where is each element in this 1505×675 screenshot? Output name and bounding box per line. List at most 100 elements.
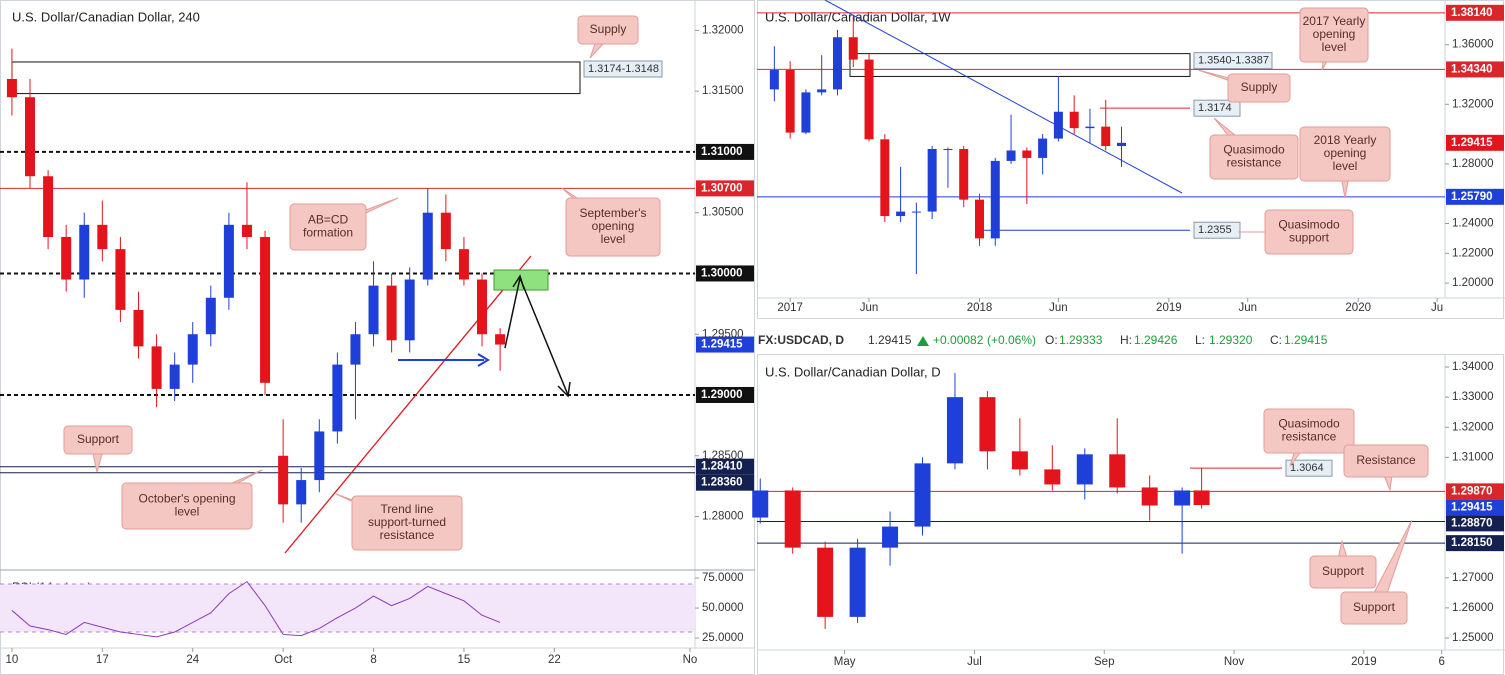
candle-body [1193,490,1210,506]
callout [1263,408,1355,454]
candle-body [801,92,811,133]
candle-body [1109,454,1126,488]
price-label-box [696,265,754,282]
y-tick-label: 1.28000 [1452,158,1494,170]
y-tick-label: 1.32000 [702,24,744,36]
price-label-box [696,180,754,197]
y-tick-label: 1.33000 [1452,391,1494,403]
y-tick-label: 75.0000 [702,572,744,584]
y-tick-label: 1.28500 [702,450,744,462]
candle-body [169,364,180,389]
price-label-box [696,386,754,403]
callout [63,425,133,455]
candle-body [25,97,36,177]
arrow-head [477,353,490,367]
x-tick-label: 2019 [1351,656,1377,668]
candle-body [880,139,890,217]
x-tick-label: 2019 [1156,302,1182,314]
candle-body [832,37,842,90]
price-label: 1.28360 [701,477,743,489]
y-tick-label: 1.25000 [1452,632,1494,644]
x-tick-label: Jun [1238,302,1257,314]
candle-body [296,480,307,505]
price-label: 1.30000 [701,267,743,279]
price-label-box [696,336,754,353]
candle-body [1174,490,1191,506]
callout [1299,126,1391,182]
price-label-box [1446,4,1504,21]
x-tick-label: Jun [1049,302,1068,314]
ohlc-label: H: [1120,333,1132,347]
callout-text: Support [1322,564,1365,578]
callout-text: September's [580,206,647,220]
callout-text: Quasimodo [1278,218,1340,232]
candle-body [896,211,906,217]
x-tick-label: 22 [548,654,561,666]
candle-body [1022,150,1032,158]
change: +0.00082 [933,333,984,347]
candle-body [332,364,343,432]
x-tick-label: Jun [860,302,879,314]
candle-body [927,149,937,212]
candle-body [752,490,769,518]
price-label-box [1446,188,1504,205]
callout-text: opening [1324,146,1367,160]
callout-text: Resistance [1356,453,1416,467]
level-label: 1.2355 [1198,224,1232,236]
y-tick-label: 1.27000 [1452,572,1494,584]
callout [1309,555,1377,589]
price-label: 1.31000 [701,146,743,158]
candle-body [495,334,506,345]
candle-body [241,224,252,237]
x-tick-label: Ju [1431,302,1443,314]
price-label-box [1446,515,1504,532]
x-tick-label: Oct [274,654,293,666]
callout-text: level [1322,40,1347,54]
callout-text: opening [592,219,635,233]
candle-body [959,149,969,200]
y-tick-label: 1.36000 [1452,39,1494,51]
candle-body [974,199,984,239]
price-label-box [696,458,754,475]
ohlc-label: C: [1270,333,1282,347]
callout-text: Quasimodo [1223,143,1285,157]
callout [1209,134,1299,180]
candle-body [1038,138,1048,158]
y-tick-label: 1.34000 [1452,361,1494,373]
trend-line [284,255,532,554]
candle-body [260,236,271,383]
candle-body [79,224,90,280]
candle-body [817,89,827,93]
level-label: 1.3174 [1198,102,1232,114]
callout [1227,73,1291,103]
price-label: 1.25790 [1451,191,1493,203]
callout-text: resistance [1282,430,1337,444]
chart-title: U.S. Dollar/Canadian Dollar, 1W [765,9,951,24]
callout [1343,444,1429,478]
callout [351,495,463,551]
ohlc-value: 1.29415 [1284,333,1328,347]
candle-body [785,70,795,133]
symbol: FX:USDCAD, D [758,333,844,347]
candle-body [1044,469,1061,485]
price-label-box [1446,535,1504,552]
candle-body [422,212,433,280]
x-tick-label: May [834,656,856,668]
x-tick-label: No [683,654,698,666]
callout-text: Support [1353,600,1396,614]
price-label: 1.29415 [1451,137,1493,149]
candle-body [115,249,126,310]
y-tick-label: 1.32000 [1452,421,1494,433]
y-tick-label: 1.20000 [1452,277,1494,289]
y-tick-label: 50.0000 [702,602,744,614]
callout [289,203,367,251]
price-label-box [1446,499,1504,516]
candle-body [61,236,72,280]
price-label: 1.28150 [1451,537,1493,549]
callout [1340,591,1408,625]
callout-text: level [1333,159,1358,173]
callout [1299,7,1369,63]
callout [565,197,661,257]
last-price: 1.29415 [868,333,912,347]
